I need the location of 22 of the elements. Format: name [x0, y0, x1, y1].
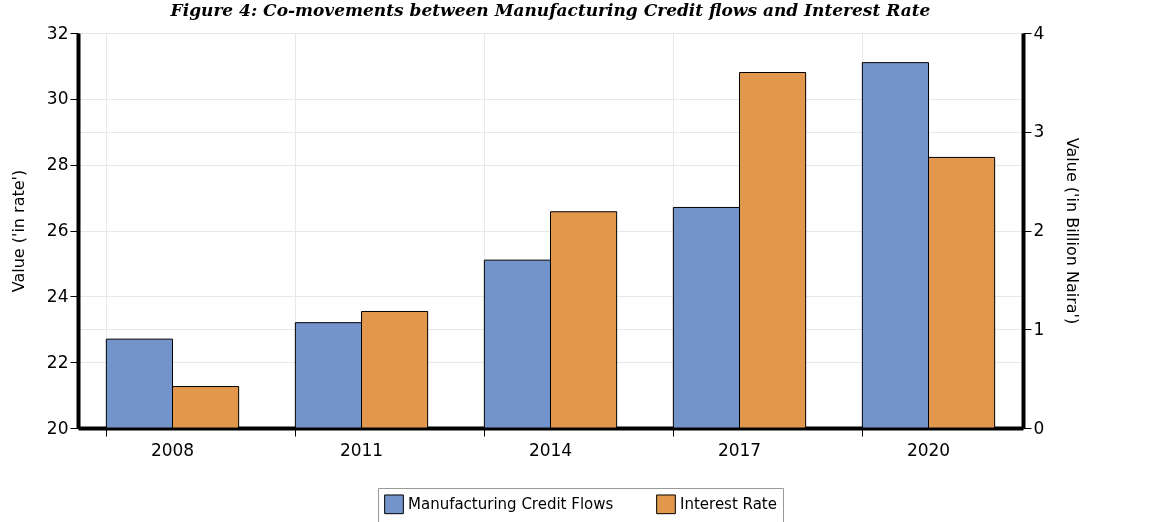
x-tick-label: 2011: [339, 439, 384, 460]
y-tick-label: 28: [46, 154, 69, 175]
legend-label: Interest Rate: [680, 495, 777, 514]
x-tick-label: 2017: [717, 439, 762, 460]
y2-tick-label: 3: [1033, 121, 1045, 142]
chart-title: Figure 4: Co-movements between Manufacturing Credit flows and Interest Rate: [169, 0, 931, 20]
x-tick-label: 2020: [906, 439, 951, 460]
x-tick-label: 2008: [150, 439, 195, 460]
y-tick-label: 22: [46, 351, 69, 372]
y2-axis-title: Value ('in Billion Naira'): [1063, 137, 1083, 325]
y-tick-label: 32: [46, 22, 69, 43]
x-tick-label: 2014: [528, 439, 573, 460]
y-tick-label: 30: [46, 88, 69, 109]
legend-label: Manufacturing Credit Flows: [408, 495, 614, 514]
y-axis-title: Value ('in rate'): [8, 169, 28, 293]
y2-tick-label: 0: [1033, 417, 1045, 438]
y-tick-label: 20: [46, 417, 69, 438]
y-tick-label: 26: [46, 220, 69, 240]
y2-tick-label: 4: [1033, 22, 1045, 43]
y2-tick-label: 1: [1033, 318, 1045, 339]
y-tick-label: 24: [46, 285, 69, 306]
y2-tick-label: 2: [1033, 220, 1045, 240]
